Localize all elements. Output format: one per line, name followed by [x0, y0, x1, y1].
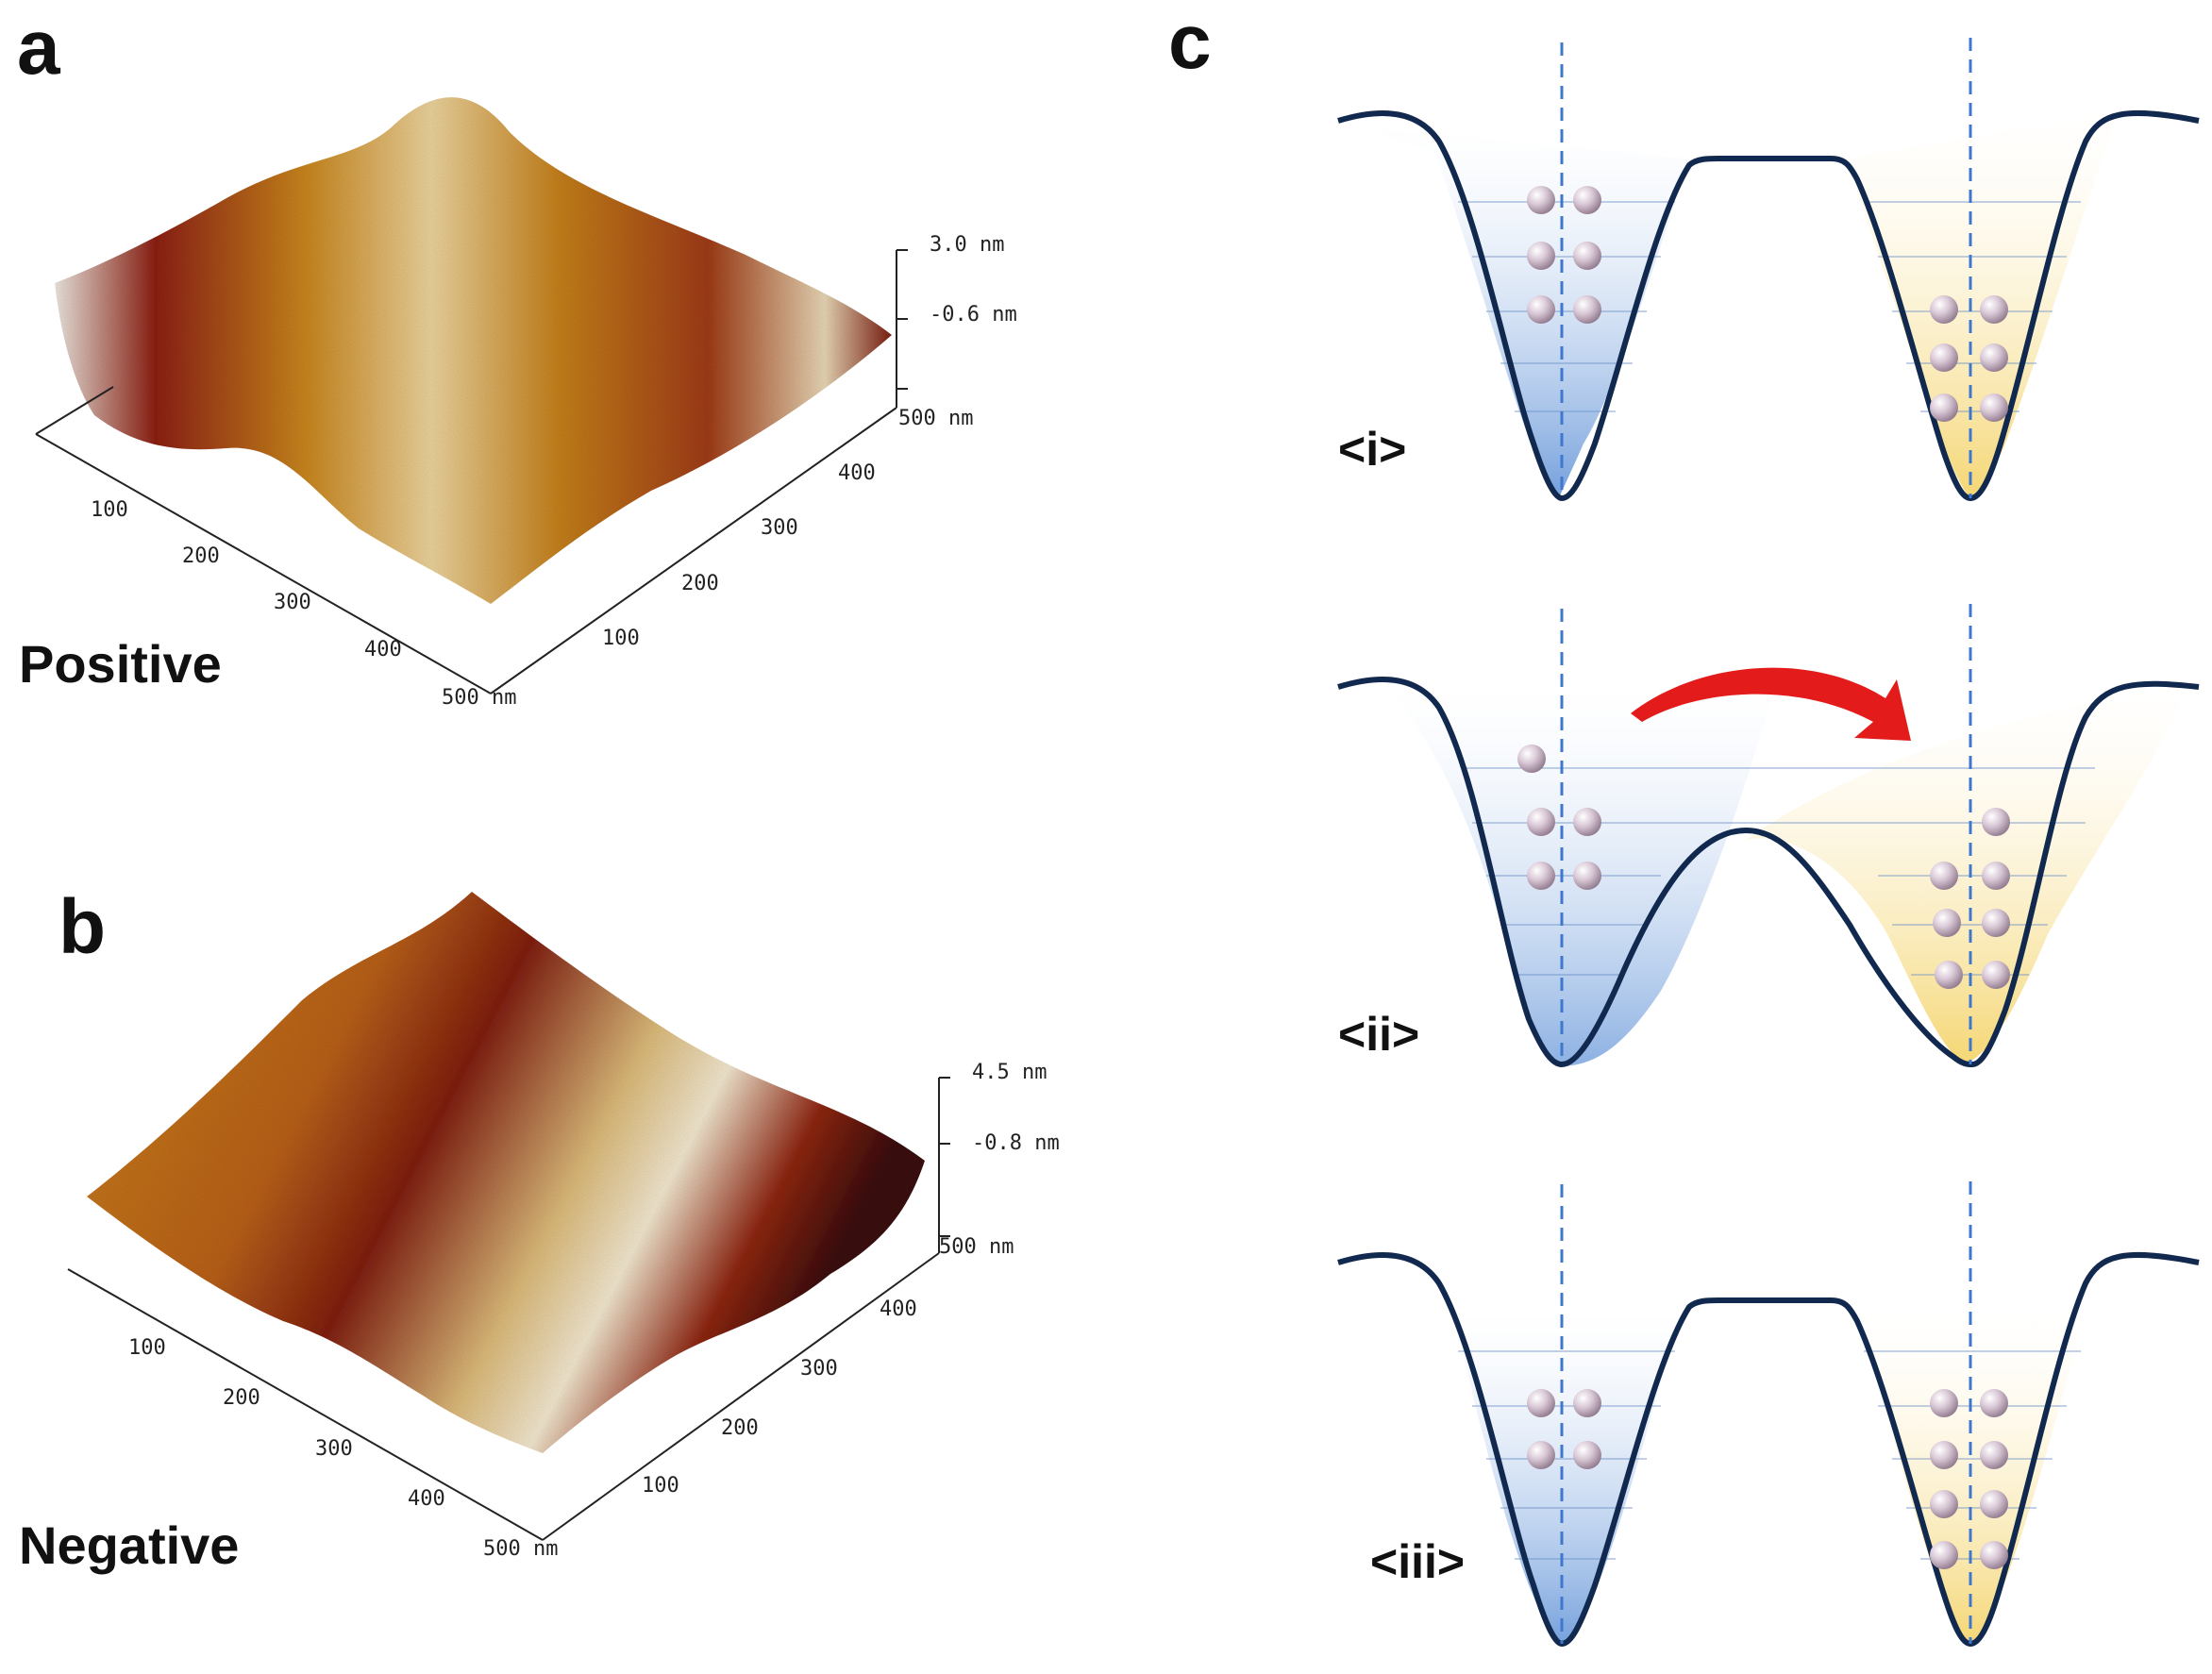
panel-a: a 3.0 nm -0.6 nm 100 200 300 400 500 nm …	[17, 5, 1017, 710]
condition-label-b: Negative	[19, 1515, 239, 1575]
y-tick: 300	[800, 1357, 838, 1381]
x-tick: 500 nm	[442, 686, 516, 710]
z-top-label-b: 4.5 nm	[972, 1061, 1047, 1084]
panel-letter-b: b	[59, 884, 106, 970]
x-tick: 400	[364, 638, 402, 661]
y-tick: 200	[721, 1416, 759, 1440]
y-tick: 100	[642, 1474, 679, 1498]
y-tick: 300	[761, 516, 798, 540]
state-label-iii: <iii>	[1370, 1535, 1465, 1588]
state-ii-diagram: <ii>	[1337, 604, 2200, 1067]
y-tick: 400	[880, 1297, 917, 1321]
y-tick: 100	[602, 627, 640, 650]
x-tick: 200	[182, 544, 220, 568]
x-tick: 100	[128, 1336, 166, 1360]
panel-letter-a: a	[17, 5, 61, 91]
z-mid-label-b: -0.8 nm	[972, 1131, 1060, 1155]
potential-curve-i	[1337, 109, 2200, 501]
particles-iii	[1527, 1389, 2008, 1569]
x-axis-b	[67, 1268, 544, 1541]
z-top-label-a: 3.0 nm	[930, 233, 1004, 257]
panel-c: c	[1168, 0, 2200, 1647]
y-tick: 500 nm	[898, 407, 973, 430]
x-ticks-a: 100 200 300 400 500 nm	[91, 498, 516, 710]
condition-label-a: Positive	[19, 634, 222, 694]
transfer-arrow	[1631, 667, 1911, 741]
y-tick: 500 nm	[939, 1235, 1014, 1259]
y-tick: 400	[838, 461, 876, 485]
y-ticks-a: 100 200 300 400 500 nm	[602, 407, 973, 650]
y-tick: 200	[681, 572, 719, 595]
x-tick: 200	[223, 1386, 260, 1410]
x-axis-a	[35, 433, 492, 695]
y-axis-b	[542, 1252, 940, 1541]
x-tick: 400	[408, 1487, 445, 1511]
x-axis-left-edge-a	[35, 386, 114, 435]
x-tick: 300	[315, 1437, 353, 1461]
y-ticks-b: 100 200 300 400 500 nm	[642, 1235, 1014, 1498]
particles-ii	[1517, 745, 2010, 989]
state-label-ii: <ii>	[1338, 1008, 1419, 1061]
state-iii-diagram: <iii>	[1337, 1181, 2200, 1647]
x-ticks-b: 100 200 300 400 500 nm	[128, 1336, 558, 1561]
afm-surface-a	[55, 97, 892, 604]
x-tick: 500 nm	[483, 1537, 558, 1561]
z-mid-label-a: -0.6 nm	[930, 303, 1017, 326]
potential-curve-ii	[1337, 676, 2200, 1067]
particles-i	[1527, 186, 2008, 422]
panel-letter-c: c	[1168, 0, 1212, 85]
panel-b: b 4.5 nm -0.8 nm 100 200 300 400 500 nm …	[19, 884, 1060, 1575]
afm-surface-b	[87, 892, 925, 1453]
y-axis-a	[490, 407, 897, 695]
state-i-diagram: <i>	[1337, 38, 2200, 501]
potential-curve-iii	[1337, 1251, 2200, 1647]
state-label-i: <i>	[1338, 423, 1406, 476]
x-tick: 100	[91, 498, 128, 522]
x-tick: 300	[274, 591, 311, 614]
